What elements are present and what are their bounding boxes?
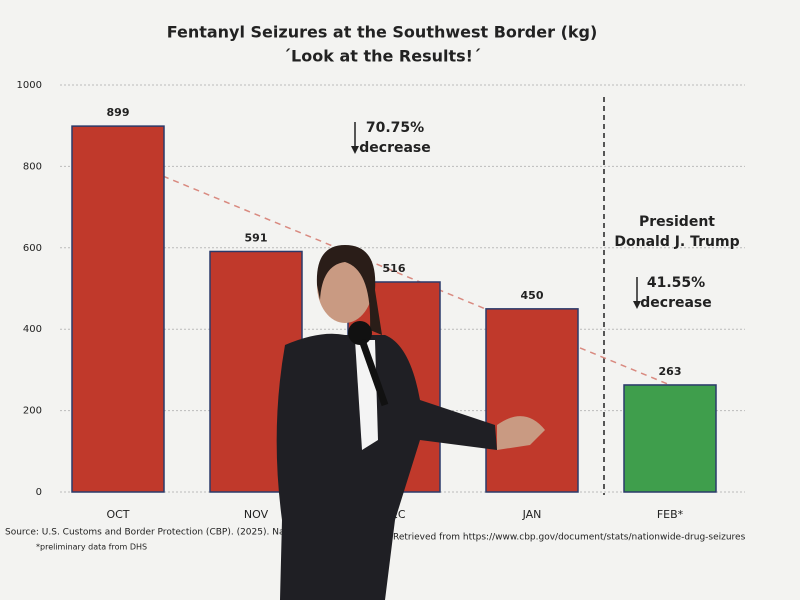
- presenter-body: [276, 333, 497, 600]
- chart-title: Fentanyl Seizures at the Southwest Borde…: [167, 23, 598, 42]
- microphone: [348, 321, 372, 345]
- presenter-hand: [497, 416, 545, 450]
- y-tick-label: 800: [23, 161, 42, 172]
- trend-line: [162, 175, 671, 386]
- annotation: President: [639, 214, 715, 230]
- microphone-handle: [358, 338, 389, 407]
- x-tick-label: JAN: [522, 508, 542, 521]
- bar: [71, 125, 165, 493]
- arrow-head: [633, 301, 641, 309]
- chart-subtitle: ´Look at the Results!´: [283, 47, 481, 66]
- annotation: 70.75%: [366, 120, 424, 136]
- value-label: 899: [107, 106, 130, 119]
- value-label: 450: [521, 289, 544, 302]
- y-tick-label: 0: [36, 487, 42, 498]
- arrow-head: [351, 146, 359, 154]
- x-tick-label: OCT: [106, 508, 129, 521]
- y-tick-label: 1000: [17, 80, 42, 91]
- value-label: 263: [659, 365, 682, 378]
- y-tick-label: 400: [23, 324, 42, 335]
- annotation: decrease: [359, 140, 431, 156]
- annotation: decrease: [640, 295, 712, 311]
- value-label: 591: [245, 231, 268, 244]
- annotation: Donald J. Trump: [614, 234, 739, 250]
- bar: [485, 308, 579, 493]
- presenter: [276, 245, 545, 600]
- source: Source: U.S. Customs and Border Protecti…: [5, 528, 323, 538]
- annotation: 41.55%: [647, 275, 705, 291]
- value-label: 516: [383, 262, 406, 275]
- x-tick-label: NOV: [244, 508, 269, 521]
- note: *preliminary data from DHS: [36, 543, 147, 552]
- bar: [623, 384, 717, 493]
- y-tick-label: 200: [23, 406, 42, 417]
- y-tick-label: 600: [23, 243, 42, 254]
- source-end: Retrieved from https://www.cbp.gov/docum…: [393, 533, 746, 543]
- presenter-hair: [316, 245, 382, 335]
- x-tick-label: FEB*: [657, 508, 684, 521]
